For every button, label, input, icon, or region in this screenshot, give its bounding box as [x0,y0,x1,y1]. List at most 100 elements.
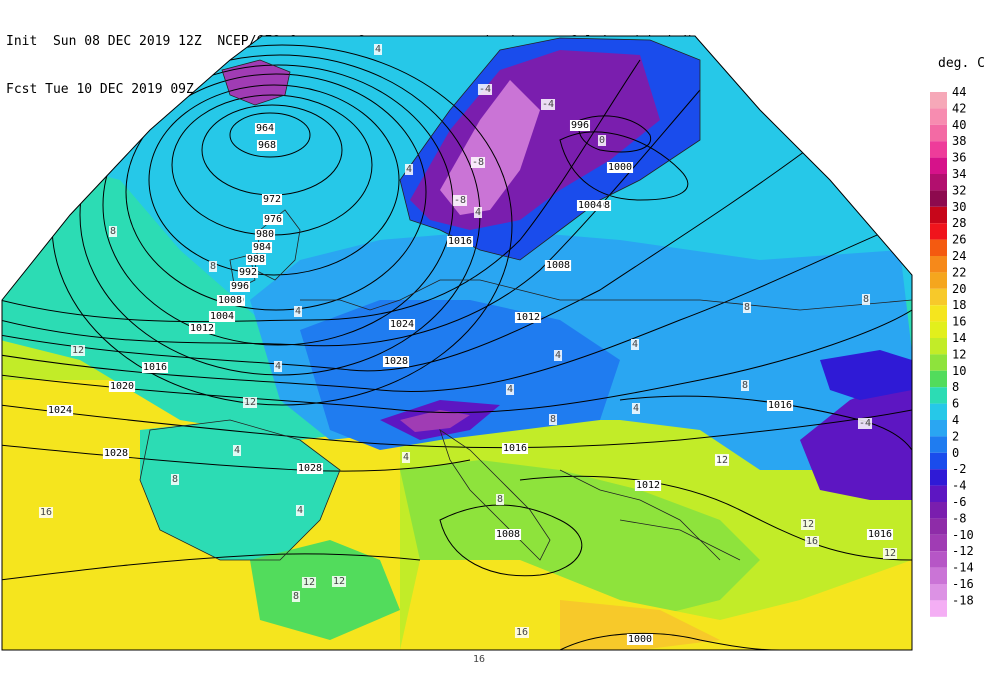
pressure-label: 996 [231,281,249,292]
north-africa-cool [250,540,400,640]
pressure-label: 968 [258,140,276,151]
temperature-label: -8 [454,195,466,206]
pressure-label-bg [208,311,236,322]
pressure-label: 1016 [448,236,472,247]
legend-unit: deg. C [938,56,985,71]
pressure-label: 1016 [768,400,792,411]
temperature-label: 8 [293,591,299,602]
pressure-label: 1020 [110,381,134,392]
pressure-label: 1012 [636,480,660,491]
temperature-label-bg [742,302,752,313]
pressure-label-bg [254,229,276,240]
pressure-label-bg [188,323,216,334]
temperature-label-bg [331,576,347,587]
pressure-label-bg [262,214,284,225]
temperature-label-bg [553,350,563,361]
temperature-label: 4 [297,505,303,516]
pressure-label-bg [501,443,529,454]
pressure-label: 1000 [608,162,632,173]
temperature-label-bg [208,261,218,272]
temperature-label-bg [170,474,180,485]
temperature-label-bg [404,164,414,175]
temperature-label-bg [540,99,556,110]
temperature-label: 8 [550,414,556,425]
pressure-label: 976 [264,214,282,225]
isobar-1028-africa [2,553,421,581]
temperature-label-bg [740,380,750,391]
pressure-label: 1016 [503,443,527,454]
pressure-label-bg [766,400,794,411]
isobar-1016-east [619,395,912,451]
temperature-label-bg [597,135,607,146]
pressure-label-bg [634,480,662,491]
temperature-label-bg [495,494,505,505]
isobar-1012 [2,139,821,372]
russia-cold [800,380,912,500]
temperature-label-bg [857,418,873,429]
pressure-label: 1008 [496,529,520,540]
temperature-label-bg [273,361,283,372]
map-border [1,35,913,651]
temperature-label: 8 [863,294,869,305]
pressure-label: 992 [239,267,257,278]
temperature-label: 4 [475,207,481,218]
alps-core [400,410,470,432]
temperature-label-bg [38,507,54,518]
temperature-label: 4 [375,44,381,55]
temperature-label: -4 [479,84,491,95]
temperature-labels: 4 4 8 8 12 12 16 4 8 12 8 4 4 4 8 12 16 12 8 4 -4 -4 -8 -8 4 8 4 4 1… [38,44,898,665]
temperature-label-bg [714,455,730,466]
pressure-label-bg [606,162,634,173]
isobar-964 [229,112,311,158]
temperature-label-bg [800,519,816,530]
temperature-label-bg [882,548,898,559]
temperature-label-bg [295,505,305,516]
temperature-label-bg [471,654,487,665]
temperature-label-bg [631,403,641,414]
temperature-label: 12 [72,345,84,356]
pressure-label: 1016 [868,529,892,540]
pressure-label-bg [245,254,267,265]
pressure-label-bg [46,405,74,416]
pressure-label-bg [108,381,136,392]
temperature-label: 12 [333,576,345,587]
pressure-label: 964 [256,123,274,134]
temperature-label-bg [401,452,411,463]
temperature-label: 4 [275,361,281,372]
temperature-label-bg [291,591,301,602]
iberia-field [140,420,340,560]
temperature-label-bg [861,294,871,305]
temperature-label: 4 [507,384,513,395]
temperature-label: -8 [472,157,484,168]
temperature-label-bg [473,207,483,218]
temperature-label-bg [373,44,383,55]
pressure-label-bg [296,463,324,474]
temperature-label: 8 [172,474,178,485]
temperature-label: 12 [884,548,896,559]
pressure-label-bg [514,312,542,323]
russia-blue [820,350,912,400]
pressure-label-bg [382,356,410,367]
pressure-label-bg [216,295,244,306]
isobar-1016 [2,219,912,393]
pressure-label-bg [251,242,273,253]
pressure-label: 972 [263,194,281,205]
temperature-label: 12 [802,519,814,530]
temperature-label: 8 [744,302,750,313]
temperature-label: 4 [234,445,240,456]
temperature-label-bg [477,84,493,95]
temperature-label: 8 [210,261,216,272]
isobar-1008 [2,89,701,347]
pressure-label: 980 [256,229,274,240]
temperature-label: 16 [473,654,485,665]
pressure-label: 1024 [390,319,414,330]
temperature-label: 8 [497,494,503,505]
pressure-label: 1028 [384,356,408,367]
pressure-label-bg [388,319,416,330]
pressure-label: 984 [253,242,271,253]
temperature-label: 4 [295,306,301,317]
pressure-label: 1004 [210,311,234,322]
isobar-1020 [2,309,912,414]
